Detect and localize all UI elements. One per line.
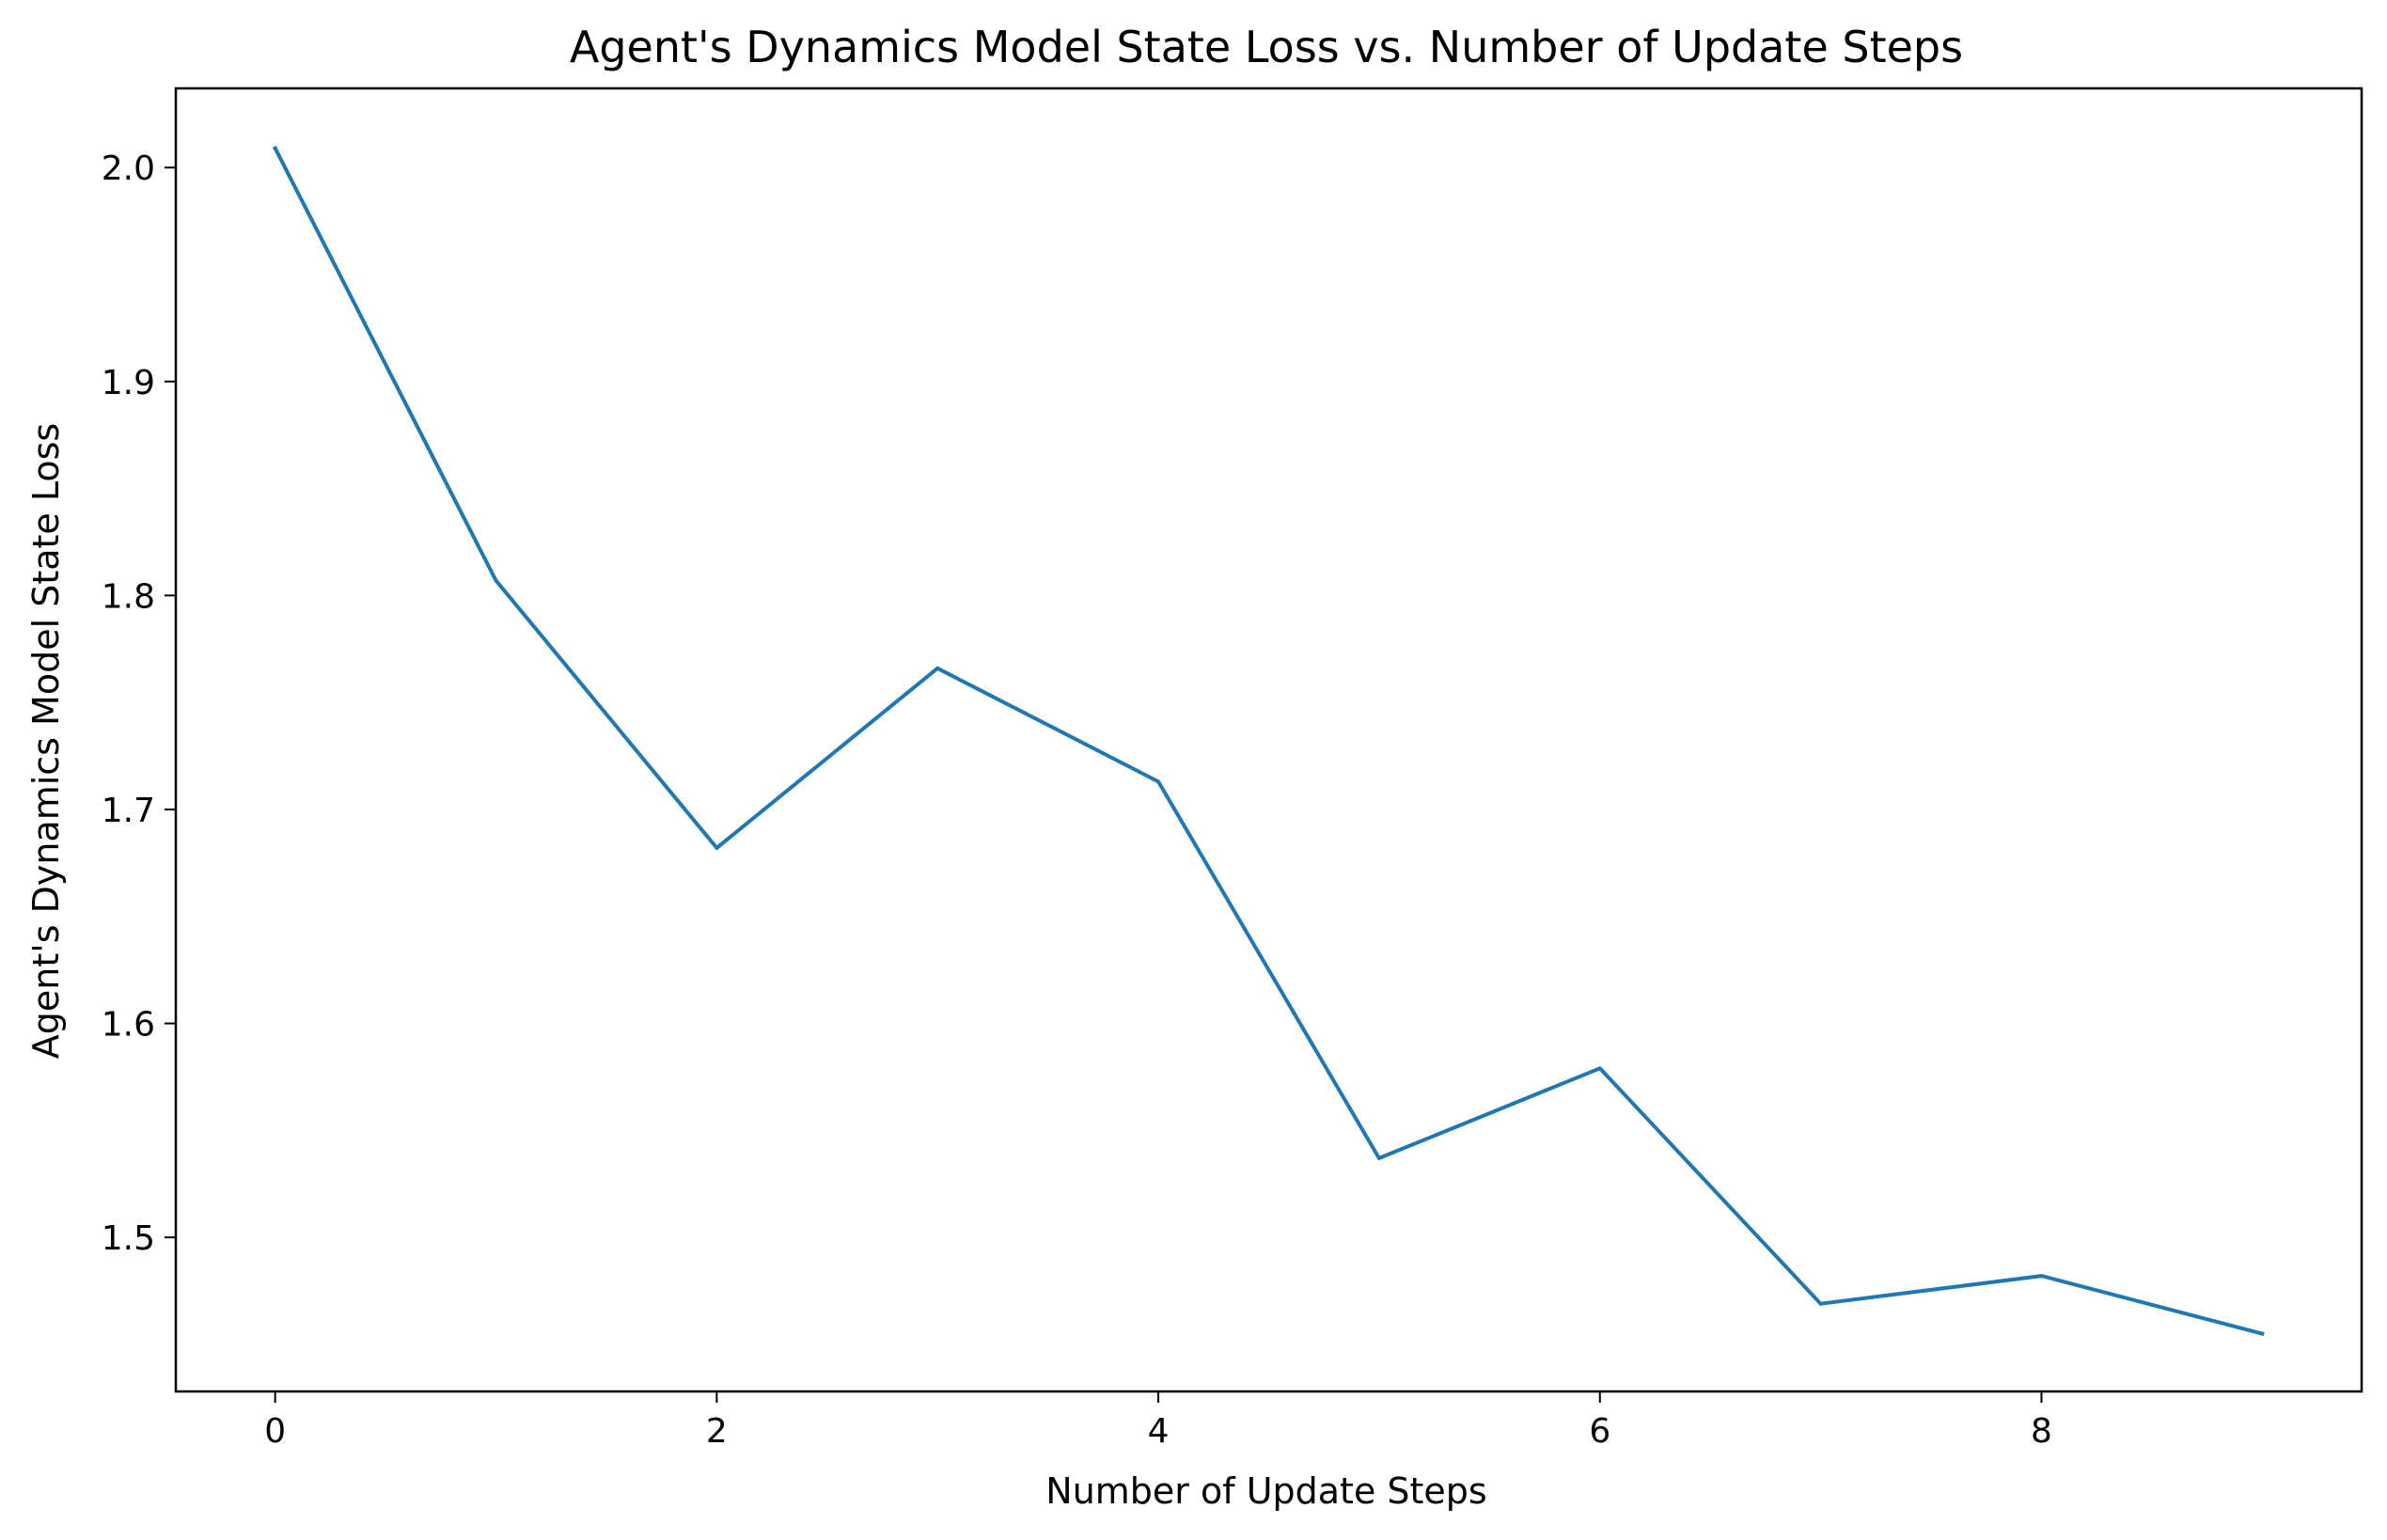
x-axis-label: Number of Update Steps (1045, 1470, 1486, 1512)
data-point (2039, 1274, 2044, 1279)
data-point (1597, 1066, 1602, 1071)
data-point (1156, 779, 1161, 784)
data-point (494, 578, 498, 583)
chart-title: Agent's Dynamics Model State Loss vs. Nu… (570, 22, 1963, 72)
y-axis-label: Agent's Dynamics Model State Loss (25, 423, 67, 1059)
y-tick-label: 1.8 (102, 577, 155, 616)
data-point (715, 845, 719, 850)
data-point (1818, 1301, 1823, 1306)
x-tick-label: 0 (264, 1412, 286, 1451)
y-tick-label: 1.7 (102, 792, 155, 830)
data-point (273, 146, 277, 150)
x-tick-label: 8 (2031, 1412, 2052, 1451)
x-tick-label: 4 (1148, 1412, 1170, 1451)
data-point (935, 666, 940, 670)
y-tick-label: 1.9 (102, 364, 155, 402)
y-tick-label: 1.5 (102, 1219, 155, 1258)
y-tick-label: 2.0 (102, 149, 155, 188)
data-point (1376, 1155, 1381, 1160)
series-line (273, 146, 2265, 1337)
x-tick-label: 6 (1589, 1412, 1610, 1451)
y-tick-label: 1.6 (102, 1006, 155, 1045)
axis-ticks: 0 2 4 6 8 1.5 1.6 1.7 1.8 1.9 2.0 (102, 149, 2052, 1451)
axes-frame (174, 86, 2363, 1393)
data-point (2260, 1331, 2265, 1336)
plot-area (273, 146, 2265, 1337)
x-tick-label: 2 (706, 1412, 728, 1451)
